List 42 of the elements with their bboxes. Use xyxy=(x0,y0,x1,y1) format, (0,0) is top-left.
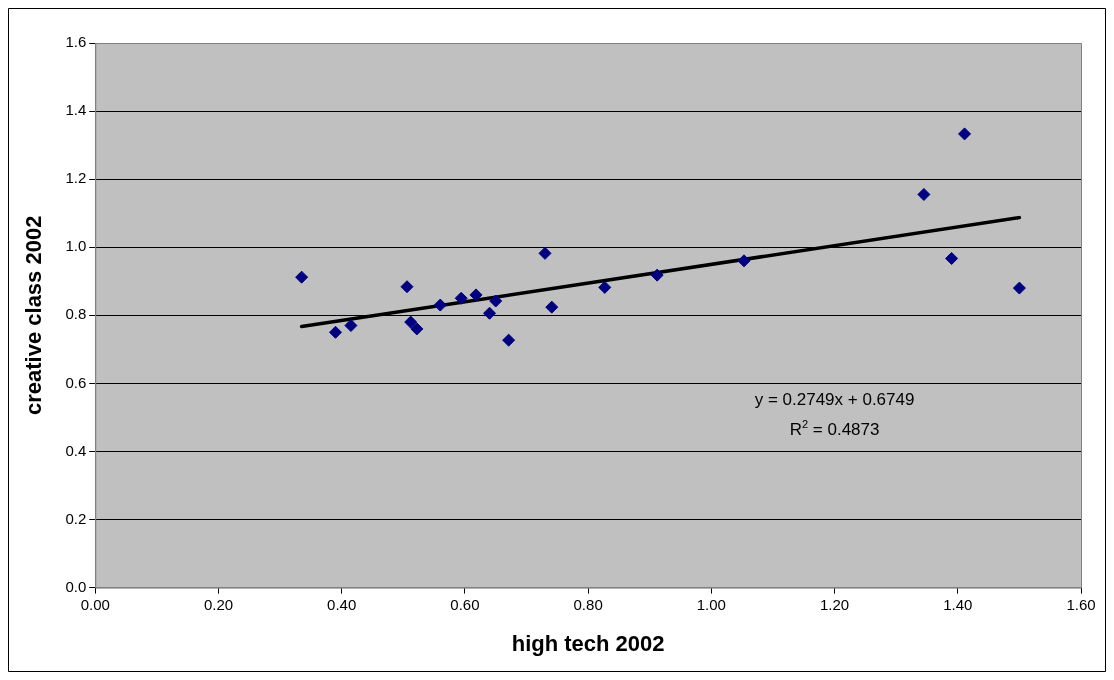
point xyxy=(410,322,424,336)
point xyxy=(917,187,931,201)
y-tick-label: 0.4 xyxy=(65,441,87,459)
x-tick-label: 0.80 xyxy=(573,595,603,613)
point xyxy=(545,300,559,314)
point xyxy=(329,325,343,339)
y-tick-label: 0.6 xyxy=(65,373,87,391)
y-tick-label: 1.0 xyxy=(65,237,87,255)
x-tick-label: 1.60 xyxy=(1066,595,1096,613)
point xyxy=(958,127,972,141)
point xyxy=(598,280,612,294)
y-tick-label: 1.4 xyxy=(65,101,87,119)
y-tick-label: 0.0 xyxy=(65,577,87,595)
y-tick-label: 1.2 xyxy=(65,169,87,187)
y-tick-label: 0.2 xyxy=(65,509,87,527)
point xyxy=(483,306,497,320)
point xyxy=(454,291,468,305)
point xyxy=(945,251,959,265)
y-tick-label: 1.6 xyxy=(65,33,87,51)
y-tick-label: 0.8 xyxy=(65,305,87,323)
x-axis-title: high tech 2002 xyxy=(511,630,665,656)
point xyxy=(737,254,751,268)
point xyxy=(1012,281,1026,295)
point xyxy=(538,246,552,260)
x-tick-label: 0.60 xyxy=(450,595,480,613)
point xyxy=(469,288,483,302)
x-tick-label: 1.40 xyxy=(943,595,973,613)
annotation: y = 0.2749x + 0.6749 xyxy=(754,390,915,410)
point xyxy=(650,268,664,282)
point xyxy=(502,333,516,347)
y-axis-title: creative class 2002 xyxy=(21,215,47,415)
point xyxy=(489,294,503,308)
x-tick-label: 1.00 xyxy=(696,595,726,613)
point xyxy=(400,280,414,294)
x-tick-label: 0.40 xyxy=(327,595,357,613)
point xyxy=(344,319,358,333)
x-tick-label: 0.20 xyxy=(203,595,234,613)
x-tick-label: 1.20 xyxy=(819,595,850,613)
point xyxy=(295,270,309,284)
point xyxy=(404,315,418,329)
point xyxy=(433,298,447,312)
x-tick-label: 0.00 xyxy=(80,595,110,613)
